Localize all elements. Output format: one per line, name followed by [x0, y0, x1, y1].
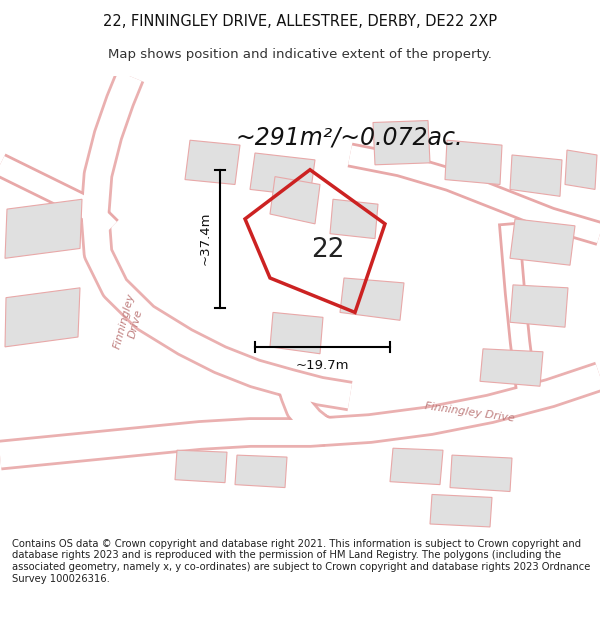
Polygon shape	[565, 150, 597, 189]
Polygon shape	[330, 199, 378, 239]
Polygon shape	[430, 494, 492, 527]
Text: Contains OS data © Crown copyright and database right 2021. This information is : Contains OS data © Crown copyright and d…	[12, 539, 590, 584]
Text: Finningley
Drive: Finningley Drive	[112, 292, 148, 352]
Polygon shape	[340, 278, 404, 320]
Polygon shape	[510, 219, 575, 265]
Polygon shape	[5, 199, 82, 258]
Polygon shape	[5, 288, 80, 347]
Polygon shape	[250, 153, 315, 196]
Polygon shape	[235, 455, 287, 488]
Polygon shape	[480, 349, 543, 386]
Polygon shape	[390, 448, 443, 484]
Polygon shape	[510, 285, 568, 327]
Polygon shape	[373, 121, 430, 165]
Text: 22: 22	[311, 238, 345, 263]
Text: 22, FINNINGLEY DRIVE, ALLESTREE, DERBY, DE22 2XP: 22, FINNINGLEY DRIVE, ALLESTREE, DERBY, …	[103, 14, 497, 29]
Polygon shape	[175, 450, 227, 482]
Text: Finningley Drive: Finningley Drive	[424, 401, 515, 424]
Polygon shape	[445, 140, 502, 184]
Text: Map shows position and indicative extent of the property.: Map shows position and indicative extent…	[108, 48, 492, 61]
Text: ~19.7m: ~19.7m	[296, 359, 349, 372]
Text: ~291m²/~0.072ac.: ~291m²/~0.072ac.	[235, 125, 463, 149]
Text: ~37.4m: ~37.4m	[199, 212, 212, 266]
Polygon shape	[270, 312, 323, 354]
Polygon shape	[450, 455, 512, 491]
Polygon shape	[270, 177, 320, 224]
Polygon shape	[185, 140, 240, 184]
Polygon shape	[510, 155, 562, 196]
